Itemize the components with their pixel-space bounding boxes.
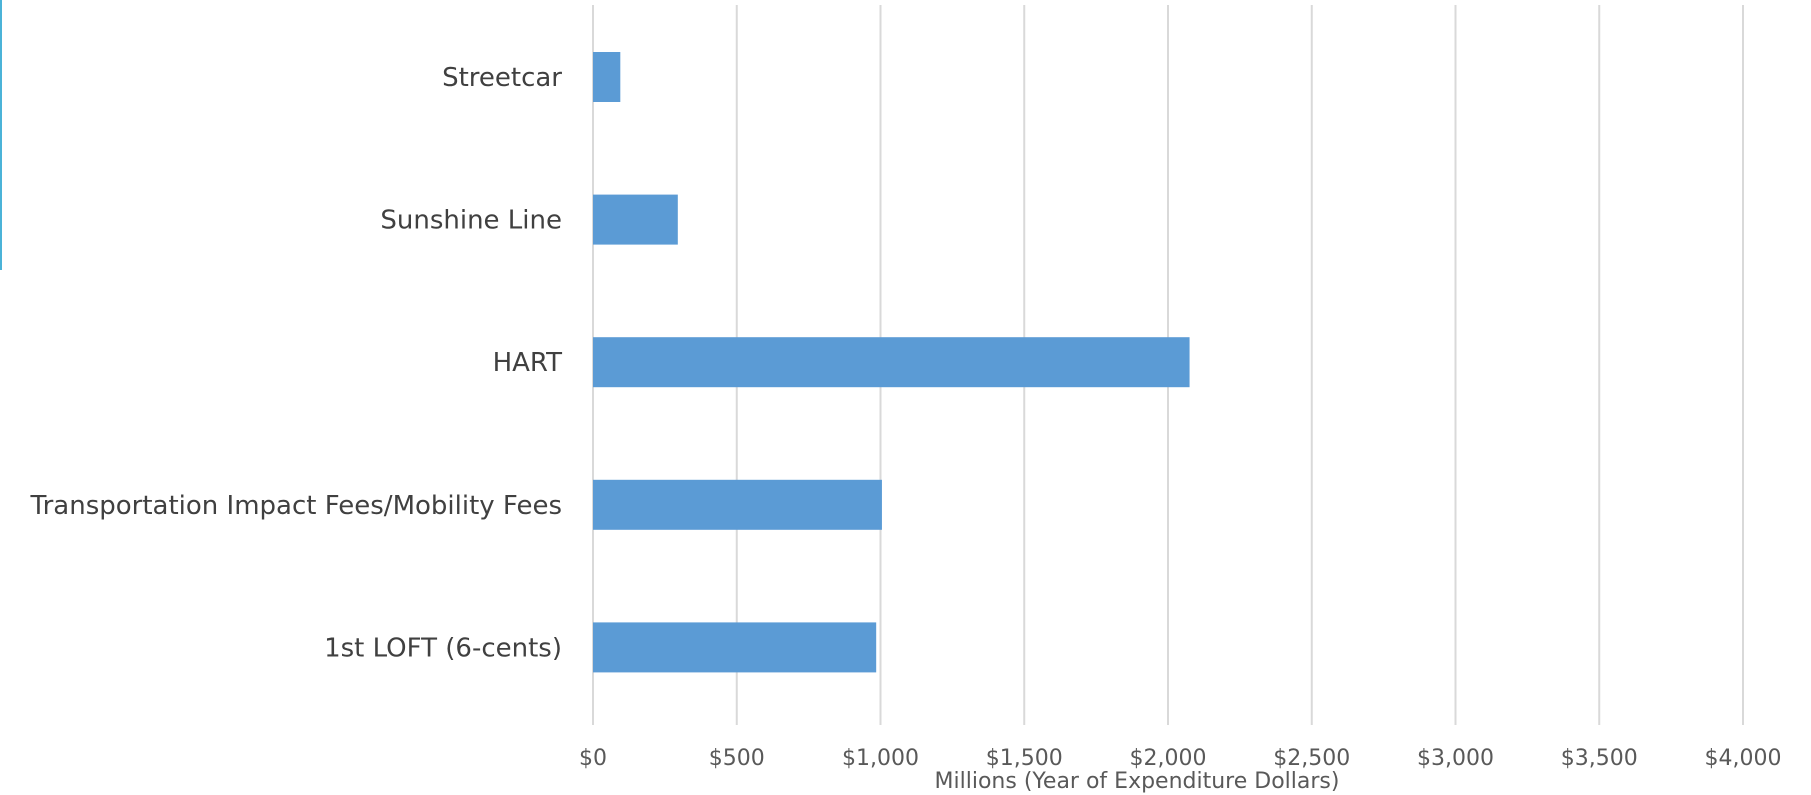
category-label: Sunshine Line [380,206,562,236]
x-axis-title: Millions (Year of Expenditure Dollars) [935,769,1340,794]
x-tick-label: $3,500 [1561,746,1638,771]
x-tick-label: $3,000 [1417,746,1494,771]
x-tick-label: $0 [579,746,607,771]
x-tick-label: $2,000 [1130,746,1207,771]
x-tick-label: $500 [709,746,765,771]
category-label: Streetcar [442,63,562,93]
bar [593,194,678,245]
x-tick-label: $4,000 [1705,746,1782,771]
bar-layer [593,52,1190,673]
bar [593,479,882,530]
label-layer: $0 $500 $1,000 $1,500 $2,000 $2,500 $3,000 $3,5… [30,63,1782,771]
x-tick-label: $2,500 [1273,746,1350,771]
category-label: Transportation Impact Fees/Mobility Fees [30,491,562,521]
x-tick-label: $1,000 [842,746,919,771]
category-label: HART [493,348,563,378]
bar [593,52,621,102]
left-edge-line [0,0,2,270]
bar [593,337,1190,388]
category-label: 1st LOFT (6-cents) [324,633,562,663]
bar [593,622,877,673]
x-tick-label: $1,500 [986,746,1063,771]
